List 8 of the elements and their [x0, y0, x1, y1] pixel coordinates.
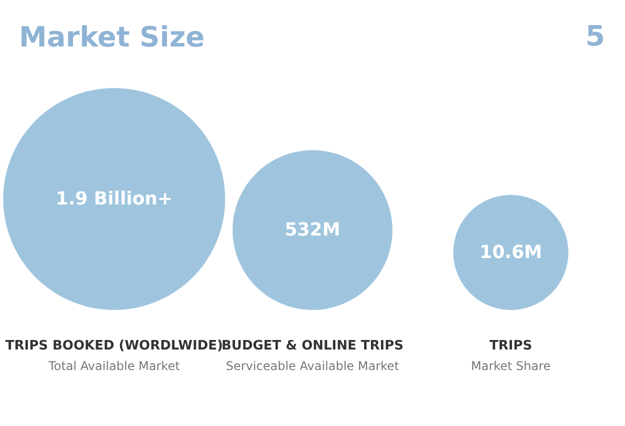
- text: Market Size: [19, 20, 205, 54]
- category-label: TRIPS BOOKED (WORDLWIDE) Total Available Market: [5, 338, 223, 373]
- category-label: BUDGET & ONLINE TRIPS Serviceable Available Market: [221, 338, 404, 373]
- category-label: TRIPS Market Share: [470, 338, 551, 373]
- data-label: 10.6M: [480, 242, 542, 263]
- data-label: 532M: [284, 220, 340, 241]
- data-label: 1.9 Billion+: [56, 188, 173, 210]
- text: 5: [586, 20, 605, 52]
